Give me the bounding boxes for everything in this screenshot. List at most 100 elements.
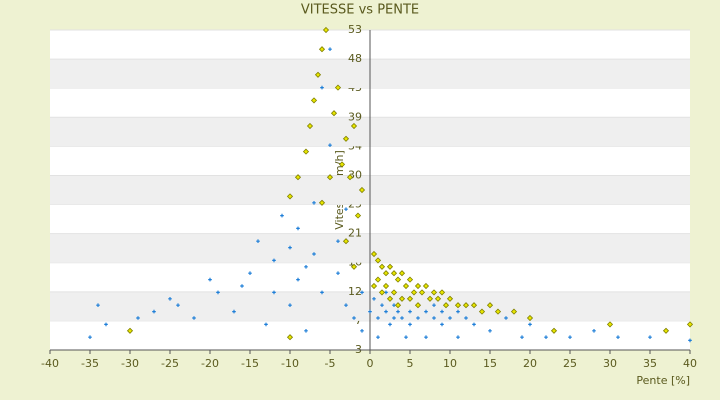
point — [434, 295, 442, 302]
point — [216, 290, 220, 295]
chart-title: VITESSE vs PENTE — [301, 3, 419, 18]
point — [256, 239, 260, 243]
point — [318, 46, 326, 53]
point — [296, 226, 300, 231]
x-tick-label: -35 — [81, 357, 99, 370]
point — [648, 335, 652, 339]
point — [136, 316, 140, 320]
point — [456, 309, 460, 314]
point — [456, 335, 460, 339]
point — [408, 322, 412, 327]
point — [304, 265, 308, 269]
point — [426, 295, 434, 302]
point — [688, 338, 692, 343]
point — [358, 186, 366, 194]
point — [240, 284, 244, 288]
point — [390, 289, 398, 296]
point — [488, 329, 492, 333]
point — [592, 329, 596, 333]
point — [350, 263, 358, 270]
point — [392, 316, 396, 320]
y-tick-label: 21 — [348, 227, 362, 240]
point — [328, 143, 332, 147]
x-tick-label: -25 — [161, 357, 179, 370]
point — [616, 335, 620, 339]
x-tick-label: -15 — [241, 357, 259, 370]
point — [404, 335, 408, 339]
point — [448, 316, 452, 320]
point — [360, 329, 364, 333]
x-tick-label: 20 — [523, 357, 537, 370]
point — [504, 316, 508, 320]
point — [462, 302, 470, 309]
point — [526, 314, 534, 322]
y-tick-label: 48 — [348, 52, 362, 65]
point — [394, 302, 402, 309]
point — [288, 303, 292, 307]
point — [126, 327, 134, 334]
point — [528, 322, 532, 327]
point — [686, 321, 694, 328]
y-tick-label: 53 — [348, 23, 362, 36]
x-tick-label: 15 — [483, 357, 497, 370]
point — [334, 84, 342, 91]
point — [464, 316, 468, 320]
point — [422, 282, 430, 290]
point — [378, 289, 386, 296]
x-tick-label: 0 — [367, 357, 374, 370]
point — [406, 295, 414, 302]
point — [272, 290, 276, 295]
point — [374, 257, 382, 264]
point — [168, 297, 172, 301]
point — [398, 270, 406, 277]
point — [330, 110, 338, 117]
point — [568, 335, 572, 339]
point — [294, 174, 302, 181]
point — [410, 289, 418, 296]
x-tick-label: -5 — [325, 357, 336, 370]
point — [416, 316, 420, 320]
point — [342, 135, 350, 142]
x-tick-label: -20 — [201, 357, 219, 370]
point — [104, 322, 108, 327]
point — [322, 26, 330, 34]
point — [486, 302, 494, 309]
point — [286, 334, 294, 341]
point — [370, 250, 378, 258]
point — [264, 322, 268, 327]
point — [152, 309, 156, 314]
point — [288, 245, 292, 250]
point — [192, 316, 196, 320]
x-tick-label: 40 — [683, 357, 697, 370]
point — [350, 122, 358, 130]
point — [376, 335, 380, 339]
point — [544, 335, 548, 339]
point — [354, 212, 362, 219]
point — [372, 297, 376, 301]
point — [386, 295, 394, 302]
point — [470, 302, 478, 309]
point — [424, 335, 428, 339]
point — [338, 161, 346, 168]
x-axis-title: Pente [%] — [636, 374, 690, 387]
point — [286, 193, 294, 200]
point — [382, 270, 390, 277]
point — [312, 252, 316, 256]
point — [396, 309, 400, 314]
point — [440, 309, 444, 314]
point — [374, 276, 382, 283]
point — [326, 174, 334, 181]
y-tick-label: 39 — [348, 110, 362, 123]
point — [280, 213, 284, 218]
point — [328, 47, 332, 51]
point — [662, 327, 670, 334]
point — [408, 309, 412, 314]
point — [318, 199, 326, 206]
point — [248, 271, 252, 275]
point — [430, 289, 438, 296]
point — [376, 316, 380, 320]
point — [88, 335, 92, 339]
point — [400, 316, 404, 320]
point — [336, 239, 340, 243]
x-tick-label: 35 — [643, 357, 657, 370]
